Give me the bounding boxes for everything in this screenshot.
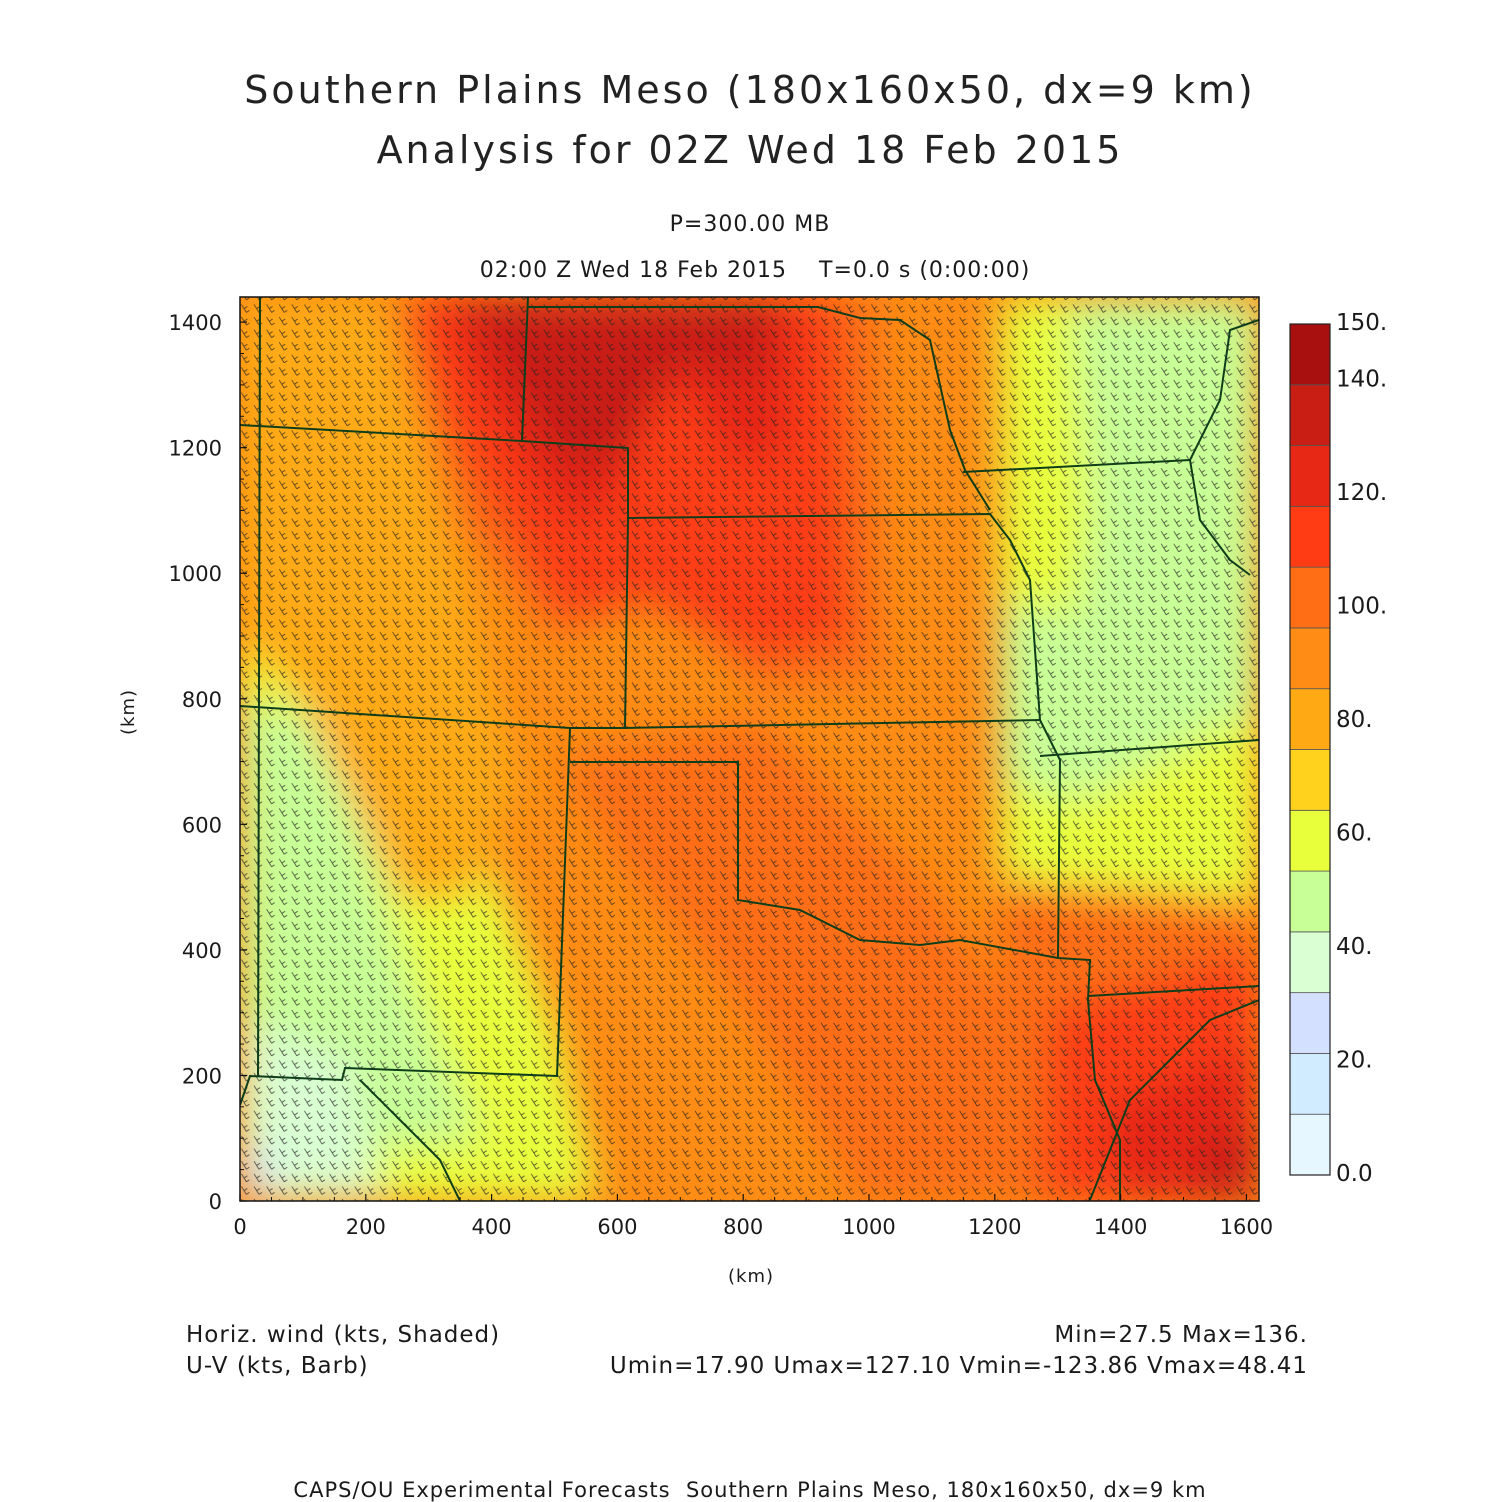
- colorbar-swatch: [1289, 688, 1331, 750]
- title-line-2: Analysis for 02Z Wed 18 Feb 2015: [376, 128, 1124, 172]
- y-tick-label: 1400: [169, 311, 222, 335]
- valid-time-label: 02:00 Z Wed 18 Feb 2015 T=0.0 s (0:00:00…: [479, 258, 1031, 283]
- colorbar-label: 20.: [1336, 1048, 1373, 1074]
- x-tick-label: 1000: [842, 1215, 895, 1239]
- colorbar-label: 80.: [1336, 707, 1373, 733]
- y-axis-ticks: 0 200 400 600 800 1000 1200 1400: [169, 311, 247, 1214]
- colorbar-swatch: [1289, 809, 1331, 872]
- colorbar-swatch: [1289, 566, 1331, 629]
- x-tick-label: 1400: [1094, 1215, 1147, 1239]
- y-tick-label: 800: [182, 688, 222, 712]
- colorbar-frame: [1289, 323, 1331, 1176]
- x-tick-label: 1600: [1220, 1215, 1273, 1239]
- x-tick-label: 400: [472, 1215, 512, 1239]
- colorbar-swatch: [1289, 931, 1331, 994]
- x-tick-label: 600: [597, 1215, 637, 1239]
- colorbar-label: 150.: [1336, 310, 1387, 336]
- barb-field-label: U-V (kts, Barb): [186, 1353, 369, 1379]
- plot-frame: [239, 296, 1260, 1202]
- colorbar-swatch: [1289, 870, 1331, 933]
- y-tick-label: 400: [182, 939, 222, 963]
- wind-speed-field: [240, 297, 1259, 1201]
- x-tick-label: 0: [233, 1215, 246, 1239]
- shaded-field-label: Horiz. wind (kts, Shaded): [186, 1322, 501, 1348]
- x-tick-label: 800: [723, 1215, 763, 1239]
- colorbar-label: 120.: [1336, 480, 1387, 506]
- uv-stats: Umin=17.90 Umax=127.10 Vmin=-123.86 Vmax…: [609, 1353, 1308, 1379]
- y-tick-label: 1000: [169, 562, 222, 586]
- colorbar-swatch: [1289, 1053, 1331, 1115]
- colorbar-swatch: [1289, 323, 1331, 386]
- colorbar-label: 140.: [1336, 367, 1387, 393]
- y-axis-label: (km): [118, 688, 139, 735]
- colorbar-label: 0.0: [1336, 1161, 1373, 1187]
- footer-credit: CAPS/OU Experimental Forecasts Southern …: [293, 1478, 1207, 1502]
- colorbar-swatch: [1289, 1113, 1331, 1176]
- colorbar-label: 100.: [1336, 594, 1387, 620]
- x-axis-label: (km): [728, 1266, 775, 1287]
- y-tick-label: 1200: [169, 437, 222, 461]
- colorbar-label: 60.: [1336, 821, 1373, 847]
- colorbar-swatch: [1289, 445, 1331, 507]
- state-boundaries: [240, 297, 1259, 1201]
- colorbar: 0.0 20. 40. 60. 80. 100. 120. 140. 150.: [1289, 310, 1387, 1187]
- colorbar-label: 40.: [1336, 934, 1373, 960]
- y-tick-label: 600: [182, 813, 222, 837]
- colorbar-swatch: [1289, 992, 1331, 1054]
- min-max-stats: Min=27.5 Max=136.: [1054, 1322, 1308, 1348]
- y-tick-label: 0: [209, 1190, 222, 1214]
- title-line-1: Southern Plains Meso (180x160x50, dx=9 k…: [244, 68, 1256, 112]
- y-tick-label: 200: [182, 1064, 222, 1088]
- colorbar-swatch: [1289, 749, 1331, 811]
- x-axis-ticks: 0 200 400 600 800 1000 1200 1400 1600: [233, 1194, 1273, 1239]
- x-tick-label: 1200: [968, 1215, 1021, 1239]
- colorbar-swatch: [1289, 384, 1331, 446]
- x-tick-label: 200: [346, 1215, 386, 1239]
- colorbar-swatch: [1289, 627, 1331, 690]
- colorbar-swatch: [1289, 505, 1331, 568]
- pressure-level-label: P=300.00 MB: [669, 212, 831, 237]
